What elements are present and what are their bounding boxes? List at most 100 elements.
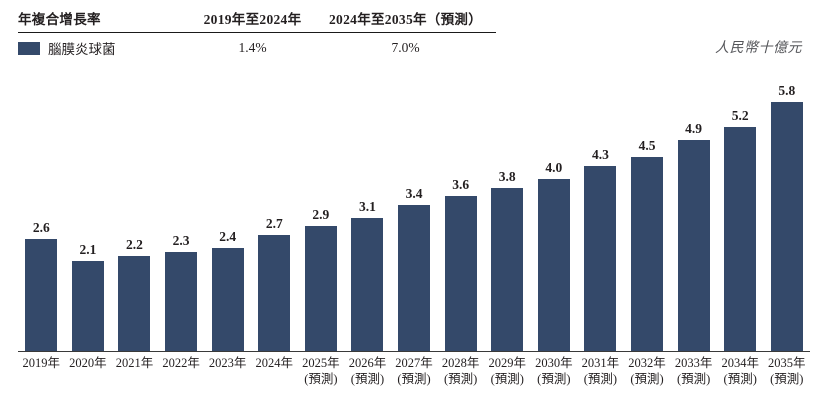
- x-axis-year: 2026年: [348, 356, 387, 370]
- bar-value-label: 2.1: [79, 242, 97, 257]
- bar-value-label: 4.3: [591, 147, 609, 162]
- legend-label: 腦膜炎球菌: [48, 42, 116, 57]
- x-axis-label: 2021年: [111, 355, 158, 388]
- legend-color-swatch: [18, 41, 40, 55]
- x-axis-year: 2032年: [628, 356, 666, 370]
- x-axis: 2019年 2020年 2021年 2022年 2023年 2024年 2025年 (預測) 2…: [18, 355, 810, 388]
- x-axis-year: 2035年: [768, 356, 806, 370]
- x-axis-label: 2034年 (預測): [717, 355, 764, 388]
- bar: [351, 218, 384, 351]
- x-axis-label: 2022年: [158, 355, 205, 388]
- x-axis-forecast-note: (預測): [770, 372, 804, 387]
- bar-value-label: 5.8: [778, 83, 796, 98]
- bar: [258, 235, 291, 351]
- x-axis-year: 2020年: [69, 356, 107, 370]
- x-axis-label: 2028年 (預測): [437, 355, 484, 388]
- bar-column: 3.8: [484, 169, 531, 351]
- cagr-table-header-row: 年複合增長率 2019年至2024年 2024年至2035年（預測）: [18, 8, 496, 33]
- x-axis-forecast-note: (預測): [490, 372, 524, 387]
- bar: [584, 166, 617, 351]
- x-axis-year: 2024年: [255, 356, 294, 370]
- x-axis-forecast-note: [158, 371, 205, 387]
- bar-column: 2.7: [251, 216, 298, 351]
- x-axis-forecast-note: [251, 371, 298, 387]
- bar-column: 5.2: [717, 108, 764, 351]
- bar: [724, 127, 757, 351]
- x-axis-label: 2019年: [18, 355, 65, 388]
- bar-value-label: 2.2: [126, 237, 143, 252]
- bar-column: 3.1: [344, 199, 391, 351]
- bar: [165, 252, 198, 351]
- bar-column: 2.2: [111, 237, 158, 351]
- bar-column: 3.4: [391, 186, 438, 351]
- bar: [631, 157, 664, 351]
- bar-value-label: 4.0: [545, 160, 563, 175]
- x-axis-label: 2033年 (預測): [670, 355, 717, 388]
- x-axis-year: 2019年: [22, 356, 61, 370]
- bar: [118, 256, 151, 351]
- x-axis-forecast-note: (預測): [583, 372, 618, 387]
- cagr-value-1: 1.4%: [238, 40, 267, 55]
- x-axis-year: 2029年: [488, 356, 526, 370]
- x-axis-label: 2035年 (預測): [764, 355, 811, 388]
- bar: [770, 102, 803, 351]
- bar-value-label: 3.1: [359, 199, 376, 214]
- bar: [304, 226, 337, 351]
- x-axis-label: 2027年 (預測): [391, 355, 438, 388]
- bar: [25, 239, 58, 351]
- x-axis-year: 2027年: [395, 356, 433, 370]
- bar-column: 2.1: [65, 242, 112, 351]
- bar-column: 4.3: [577, 147, 624, 351]
- plot-area: 2.6 2.1 2.2 2.3 2.4 2.7 2.9 3.1 3.4 3.6 3.8 4.0 4.3 4…: [18, 82, 810, 352]
- x-axis-label: 2023年: [204, 355, 251, 388]
- x-axis-forecast-note: (預測): [443, 372, 478, 387]
- unit-label: 人民幣十億元: [715, 41, 802, 56]
- x-axis-forecast-note: [204, 371, 251, 387]
- cagr-table-value-row: 腦膜炎球菌 1.4% 7.0%: [18, 33, 496, 58]
- x-axis-year: 2021年: [115, 356, 154, 370]
- bar: [211, 248, 244, 351]
- bar-column: 5.8: [764, 83, 811, 351]
- x-axis-year: 2030年: [535, 356, 573, 370]
- bar-column: 3.6: [437, 177, 484, 351]
- bar-value-label: 4.9: [685, 121, 703, 136]
- bar: [398, 205, 431, 351]
- x-axis-year: 2025年: [302, 356, 340, 370]
- x-axis-forecast-note: (預測): [630, 372, 664, 387]
- x-axis-label: 2020年: [65, 355, 112, 388]
- bar: [537, 179, 570, 351]
- bar-value-label: 5.2: [731, 108, 749, 123]
- bar: [71, 261, 104, 351]
- legend-item: 腦膜炎球菌: [18, 38, 190, 58]
- bar-value-label: 3.8: [498, 169, 516, 184]
- bar: [444, 196, 477, 351]
- bar-column: 4.9: [670, 121, 717, 351]
- x-axis-label: 2024年: [251, 355, 298, 388]
- bar-value-label: 2.7: [265, 216, 283, 231]
- x-axis-forecast-note: (預測): [723, 372, 757, 387]
- x-axis-forecast-note: [65, 371, 112, 387]
- bar-value-label: 2.6: [32, 220, 50, 235]
- x-axis-forecast-note: (預測): [676, 372, 711, 387]
- bar-value-label: 2.4: [219, 229, 237, 244]
- bar-value-label: 2.3: [172, 233, 190, 248]
- x-axis-label: 2032年 (預測): [624, 355, 671, 388]
- bar: [491, 188, 524, 351]
- bar-value-label: 3.6: [452, 177, 470, 192]
- cagr-value-2: 7.0%: [391, 40, 420, 55]
- x-axis-forecast-note: [111, 371, 158, 387]
- cagr-period-1-label: 2019年至2024年: [203, 12, 302, 27]
- x-axis-year: 2022年: [162, 356, 200, 370]
- cagr-row-label: 年複合增長率: [18, 12, 101, 27]
- bar-column: 2.6: [18, 220, 65, 351]
- x-axis-year: 2033年: [674, 356, 713, 370]
- bar-value-label: 3.4: [405, 186, 423, 201]
- x-axis-year: 2028年: [441, 356, 480, 370]
- x-axis-forecast-note: (預測): [537, 372, 571, 387]
- x-axis-forecast-note: (預測): [397, 372, 431, 387]
- x-axis-year: 2034年: [721, 356, 759, 370]
- x-axis-year: 2023年: [208, 356, 247, 370]
- x-axis-label: 2030年 (預測): [531, 355, 578, 388]
- bar-column: 4.0: [531, 160, 578, 351]
